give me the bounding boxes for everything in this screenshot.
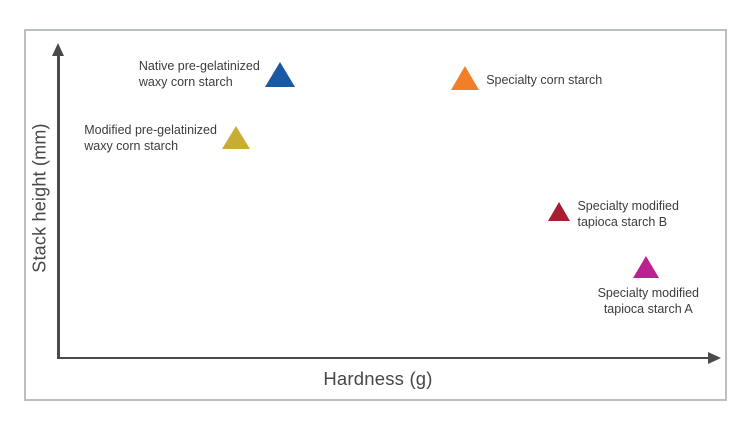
data-point-label: Modified pre-gelatinized waxy corn starch	[84, 122, 217, 153]
data-point-marker	[221, 126, 250, 150]
data-point-marker	[264, 61, 295, 87]
data-point-marker	[548, 202, 571, 222]
data-point-marker	[451, 65, 480, 90]
chart-frame	[24, 29, 727, 401]
x-axis-line	[57, 356, 709, 359]
data-point-label: Specialty corn starch	[486, 72, 603, 87]
data-point-label: Specialty modified tapioca starch B	[577, 198, 679, 229]
x-axis-label: Hardness (g)	[323, 368, 433, 389]
y-axis-line	[57, 52, 60, 358]
y-axis-arrowhead-icon	[52, 43, 64, 56]
x-axis-arrowhead-icon	[708, 351, 721, 364]
data-point-label: Specialty modified tapioca starch A	[597, 285, 700, 316]
data-point-marker	[632, 255, 659, 278]
data-point-label: Native pre-gelatinized waxy corn starch	[138, 59, 260, 90]
